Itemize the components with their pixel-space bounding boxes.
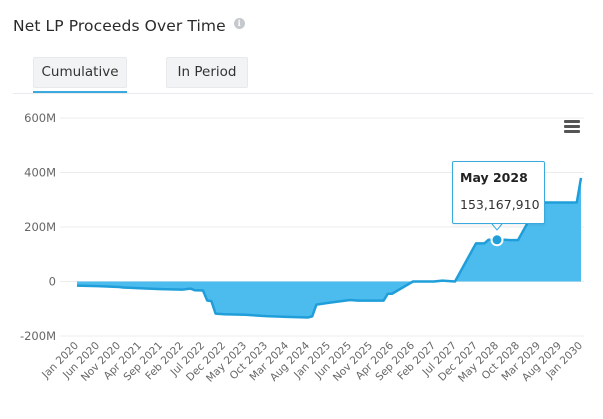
area-layer — [76, 177, 583, 319]
y-tick-label: 0 — [49, 275, 56, 289]
active-tab-indicator — [33, 91, 127, 93]
tooltip-pointer — [491, 223, 503, 231]
tab-cumulative[interactable]: Cumulative — [33, 57, 127, 88]
y-tick-label: 400M — [24, 166, 56, 180]
y-tick-label: 600M — [24, 111, 56, 125]
info-icon[interactable]: i — [233, 17, 245, 29]
area-fill — [77, 177, 581, 318]
tooltip-point-marker — [490, 233, 504, 247]
view-tabs: Cumulative In Period — [13, 57, 593, 94]
marker-layer — [490, 223, 504, 247]
tooltip-label: May 2028 — [460, 170, 528, 185]
chart-title: Net LP Proceeds Over Time i — [13, 17, 245, 35]
y-axis-ticks: 600M 400M 200M 0 -200M — [20, 111, 56, 343]
y-tick-label: 200M — [24, 220, 56, 234]
tooltip-value: 153,167,910 — [460, 197, 540, 212]
chart-menu-icon[interactable] — [564, 120, 582, 136]
chart-title-text: Net LP Proceeds Over Time — [13, 17, 226, 35]
tabs-divider — [13, 93, 593, 94]
series-line — [76, 177, 583, 319]
tab-in-period[interactable]: In Period — [166, 57, 248, 88]
chart-tooltip: May 2028 153,167,910 — [452, 161, 545, 224]
y-tick-label: -200M — [20, 329, 56, 343]
